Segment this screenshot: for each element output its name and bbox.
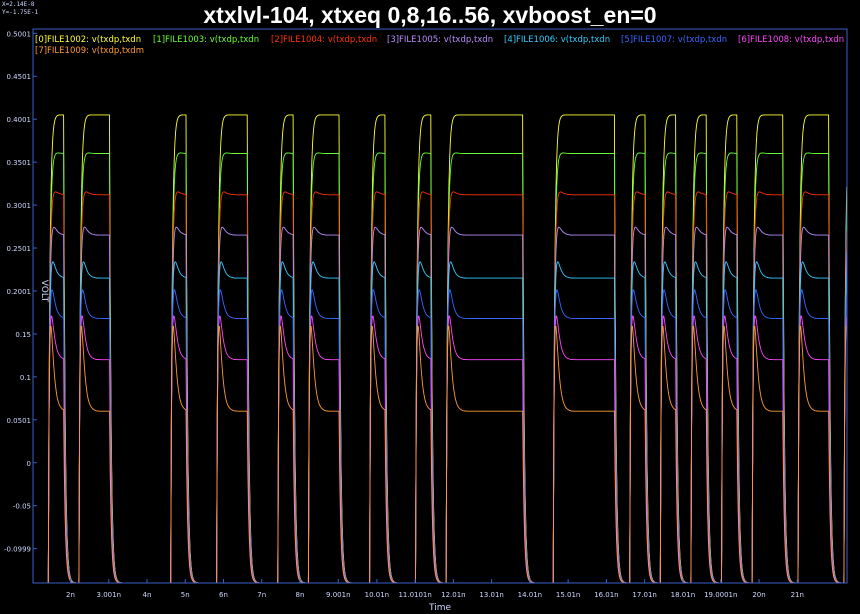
x-tick-label: 13.01n xyxy=(479,591,503,599)
x-tick-label: 16.01n xyxy=(594,591,618,599)
x-tick-label: 9.001n xyxy=(326,591,350,599)
x-tick-label: 6n xyxy=(219,591,228,599)
x-tick-label: 7n xyxy=(257,591,266,599)
x-tick-label: 17.01n xyxy=(632,591,656,599)
legend-entry: [0]FILE1002: v(txdp,txdn xyxy=(35,35,141,45)
plot-frame xyxy=(32,28,848,584)
y-tick-label: 0.3501 xyxy=(7,159,32,167)
y-axis: 0.5001 0.4501 0.4001 0.3501 0.3001 0.2501 0.20… xyxy=(4,30,37,554)
x-tick-label: 15.01n xyxy=(556,591,580,599)
legend-entry: [3]FILE1005: v(txdp,txdn xyxy=(387,35,493,45)
y-tick-label: 0.4001 xyxy=(7,116,32,124)
y-tick-label: 0.15 xyxy=(15,331,31,339)
x-tick-label: 4n xyxy=(143,591,152,599)
cursor-y-readout: Y=-1.75E-1 xyxy=(2,9,39,16)
y-tick-label: -0.05 xyxy=(13,503,31,511)
series-trace xyxy=(33,325,847,584)
chart-title: xtxlvl-104, xtxeq 0,8,16..56, xvboost_en… xyxy=(203,2,657,28)
plot-area-border xyxy=(32,28,848,584)
x-tick-label: 14.01n xyxy=(518,591,542,599)
legend-entry: [2]FILE1004: v(txdp,txdn xyxy=(271,35,377,45)
y-tick-label: 0.1 xyxy=(20,374,31,382)
y-tick-label: 0.2001 xyxy=(7,288,32,296)
cursor-x-readout: X=2.14E-8 xyxy=(2,1,35,8)
series-trace xyxy=(33,315,848,584)
x-tick-label: 2n xyxy=(66,591,75,599)
y-tick-label: 0.0501 xyxy=(7,417,32,425)
legend-entry: [6]FILE1008: v(txdp,txdn xyxy=(738,35,844,45)
x-tick-label: 21n xyxy=(791,591,804,599)
y-tick-label: -0.0999 xyxy=(4,546,31,554)
x-tick-label: 18.01n xyxy=(671,591,695,599)
x-axis-label: Time xyxy=(428,603,451,613)
series-trace xyxy=(33,261,848,584)
legend: [0]FILE1002: v(txdp,txdn [1]FILE1003: v(t… xyxy=(35,35,844,56)
legend-entry: [1]FILE1003: v(txdp,txdn xyxy=(153,35,259,45)
x-tick-label: 8n xyxy=(296,591,305,599)
y-tick-label: 0.4501 xyxy=(7,73,32,81)
legend-entry: [7]FILE1009: v(txdp,txdm xyxy=(35,46,144,56)
traces-layer xyxy=(33,114,848,584)
x-tick-label: 3.001n xyxy=(97,591,121,599)
x-tick-label: 12.01n xyxy=(441,591,465,599)
legend-entry: [4]FILE1006: v(txdp,txdn xyxy=(504,35,610,45)
series-trace xyxy=(33,226,848,584)
x-axis: 2n 3.001n 4n 5n 6n 7n 8n 9.001n 10.01n 11.0101n 12… xyxy=(66,579,804,599)
y-tick-label: 0.3001 xyxy=(7,202,32,210)
x-tick-label: 11.0101n xyxy=(398,591,431,599)
y-tick-label: 0.2501 xyxy=(7,245,32,253)
legend-entry: [5]FILE1007: v(txdp,txdn xyxy=(621,35,727,45)
y-axis-label: VOLT xyxy=(39,280,49,303)
x-tick-label: 10.01n xyxy=(365,591,389,599)
x-tick-label: 19.0001n xyxy=(704,591,737,599)
x-tick-label: 20n xyxy=(752,591,765,599)
x-tick-label: 5n xyxy=(181,591,190,599)
y-tick-label: 0 xyxy=(27,460,31,468)
y-tick-label: 0.5001 xyxy=(7,30,32,38)
